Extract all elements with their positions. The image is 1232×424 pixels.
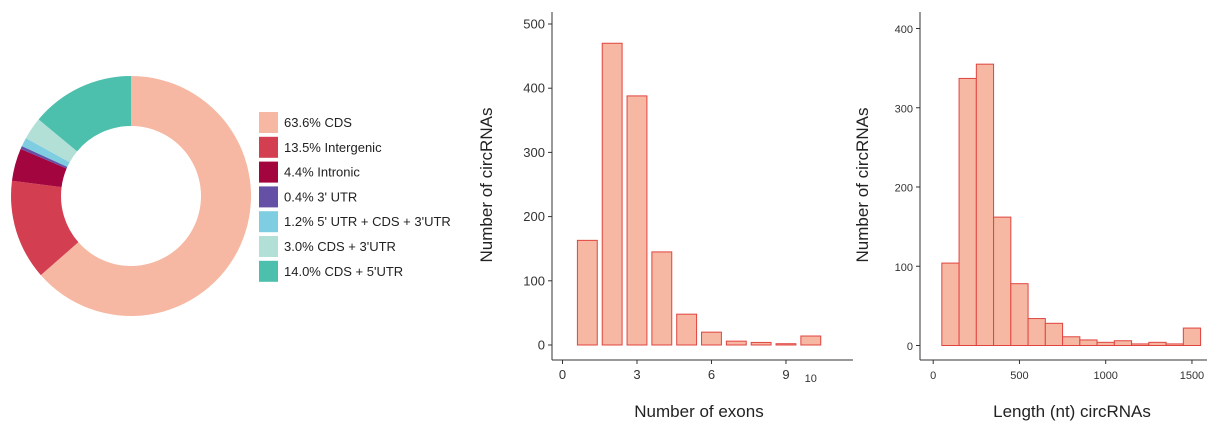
hist2-bar-11 — [1131, 343, 1150, 347]
hist1-bar-1 — [576, 239, 598, 346]
donut-slice-5 — [25, 119, 78, 163]
hist2-bar-3 — [993, 216, 1012, 346]
hist2-bar-13 — [1165, 343, 1184, 347]
hist1-bar-5 — [676, 313, 698, 346]
legend-label-2: 4.4% Intronic — [284, 165, 360, 180]
legend-swatch-0 — [259, 112, 278, 133]
hist1-y-tick-label-3: 300 — [523, 145, 545, 160]
hist1-x-tick-label-2: 6 — [708, 367, 715, 382]
legend-swatch-3 — [259, 186, 278, 208]
legend-label-6: 14.0% CDS + 5'UTR — [284, 264, 403, 279]
hist2-bar-0 — [941, 262, 960, 346]
hist2-bar-1 — [958, 77, 977, 347]
exon-count-histogram: 0 100 200 300 400 500 0 3 6 9 Number of exons Numbe… — [477, 12, 853, 421]
hist2-bar-6 — [1044, 322, 1064, 346]
hist1-bar-6 — [701, 331, 722, 346]
hist2-bar-2 — [975, 63, 995, 346]
hist2-x-axis-title: Length (nt) circRNAs — [993, 402, 1151, 421]
legend-label-1: 13.5% Intergenic — [284, 140, 382, 155]
hist1-x-tick-label-0: 0 — [559, 367, 566, 382]
legend-label-3: 0.4% 3' UTR — [284, 189, 357, 204]
hist1-bar-9 — [775, 343, 797, 346]
legend-label-4: 1.2% 5' UTR + CDS + 3'UTR — [284, 214, 451, 229]
donut-slice-1 — [10, 180, 79, 276]
donut-legend: 63.6% CDS 13.5% Intergenic 4.4% Intronic 0.… — [259, 112, 451, 282]
donut-chart — [10, 76, 251, 317]
hist2-bar-10 — [1113, 340, 1133, 346]
hist1-bar-3 — [626, 95, 648, 346]
hist2-y-axis-title: Number of circRNAs — [853, 108, 872, 263]
hist2-bar-5 — [1027, 318, 1046, 346]
legend-swatch-2 — [259, 161, 278, 183]
legend-swatch-1 — [259, 136, 278, 158]
hist1-y-tick-label-1: 100 — [523, 273, 545, 288]
hist2-y-tick-label-1: 100 — [895, 262, 913, 274]
hist1-bar-2 — [601, 42, 623, 346]
hist2-y-tick-label-0: 0 — [907, 341, 913, 353]
legend-swatch-5 — [259, 236, 278, 257]
hist1-x-tick-label-1: 3 — [633, 367, 640, 382]
hist2-x-tick-label-3: 1500 — [1180, 370, 1204, 382]
donut-slice-6 — [38, 76, 131, 152]
hist1-bar-8 — [750, 341, 772, 346]
donut-slice-4 — [21, 138, 70, 167]
hist2-y-tick-label-3: 300 — [895, 103, 913, 115]
hist1-x-tick-label-extra: 10 — [805, 373, 817, 385]
hist2-bar-4 — [1010, 283, 1029, 346]
legend-swatch-4 — [259, 211, 278, 233]
hist2-y-tick-label-2: 200 — [895, 183, 913, 195]
length-histogram: 0 100 200 300 400 0 500 1000 1500 Length (nt) cir… — [853, 12, 1207, 421]
hist1-y-tick-label-0: 0 — [538, 338, 545, 353]
hist2-bar-9 — [1096, 341, 1115, 346]
hist1-y-tick-label-5: 500 — [523, 17, 545, 32]
hist2-bar-14 — [1182, 327, 1202, 347]
hist1-bar-7 — [725, 340, 747, 346]
hist1-y-tick-label-4: 400 — [523, 81, 545, 96]
hist2-bar-12 — [1148, 341, 1167, 346]
hist2-x-tick-label-0: 0 — [930, 370, 936, 382]
hist2-bar-8 — [1079, 339, 1098, 347]
hist2-bar-7 — [1062, 336, 1081, 347]
hist2-x-tick-label-1: 500 — [1010, 370, 1028, 382]
donut-slice-0 — [40, 76, 251, 317]
hist1-x-tick-label-3: 9 — [782, 367, 789, 382]
hist1-bar-4 — [651, 251, 673, 346]
donut-slice-3 — [20, 146, 68, 169]
hist2-x-tick-label-2: 1000 — [1093, 370, 1117, 382]
hist1-y-axis-title: Number of circRNAs — [477, 108, 496, 263]
legend-label-5: 3.0% CDS + 3'UTR — [284, 239, 396, 254]
hist1-y-tick-label-2: 200 — [523, 209, 545, 224]
donut-slice-2 — [11, 148, 67, 188]
legend-swatch-6 — [259, 260, 278, 282]
hist2-y-tick-label-4: 400 — [895, 24, 913, 36]
hist1-bar-10 — [800, 335, 822, 346]
legend-label-0: 63.6% CDS — [284, 115, 352, 130]
hist1-x-axis-title: Number of exons — [634, 402, 763, 421]
